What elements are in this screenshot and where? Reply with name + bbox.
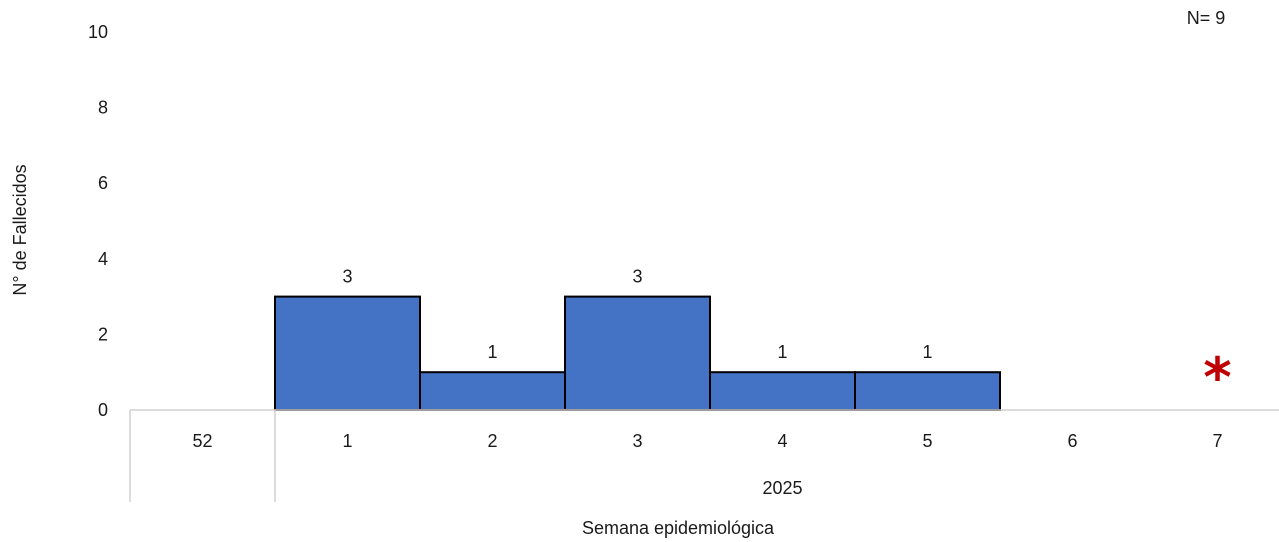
x-tick-label: 6	[1067, 431, 1077, 451]
data-label: 1	[922, 342, 932, 362]
bars-group	[274, 295, 1001, 412]
x-tick-label: 52	[192, 431, 212, 451]
data-label: 1	[487, 342, 497, 362]
total-count-annotation: N= 9	[1187, 8, 1226, 28]
x-tick-label: 7	[1212, 431, 1222, 451]
data-labels-group: 3 1 3 1 1	[342, 267, 932, 363]
x-tick-label: 3	[632, 431, 642, 451]
bar-week-1	[274, 295, 421, 412]
x-group-labels: 2025	[762, 478, 802, 498]
x-tick-label: 4	[777, 431, 787, 451]
x-tick-label: 1	[342, 431, 352, 451]
x-tick-labels: 52 1 2 3 4 5 6 7	[192, 431, 1222, 451]
y-tick-label: 8	[98, 98, 108, 118]
bar-week-3	[564, 295, 711, 412]
data-label: 3	[632, 267, 642, 287]
y-axis-title: N° de Fallecidos	[10, 164, 30, 295]
y-tick-label: 6	[98, 173, 108, 193]
x-axis-title: Semana epidemiológica	[582, 518, 775, 538]
y-tick-label: 0	[98, 400, 108, 420]
x-tick-label: 5	[922, 431, 932, 451]
y-tick-label: 2	[98, 324, 108, 344]
y-tick-label: 4	[98, 249, 108, 269]
bar-week-2	[419, 371, 566, 412]
x-tick-label: 2	[487, 431, 497, 451]
x-group-label: 2025	[762, 478, 802, 498]
bar-week-4	[709, 371, 856, 412]
y-tick-label: 10	[88, 22, 108, 42]
y-axis: 0 2 4 6 8 10	[88, 22, 108, 420]
asterisk-marker: *	[1203, 346, 1231, 409]
data-label: 1	[777, 342, 787, 362]
data-label: 3	[342, 267, 352, 287]
x-axis	[129, 409, 1279, 502]
bar-week-5	[854, 371, 1001, 412]
